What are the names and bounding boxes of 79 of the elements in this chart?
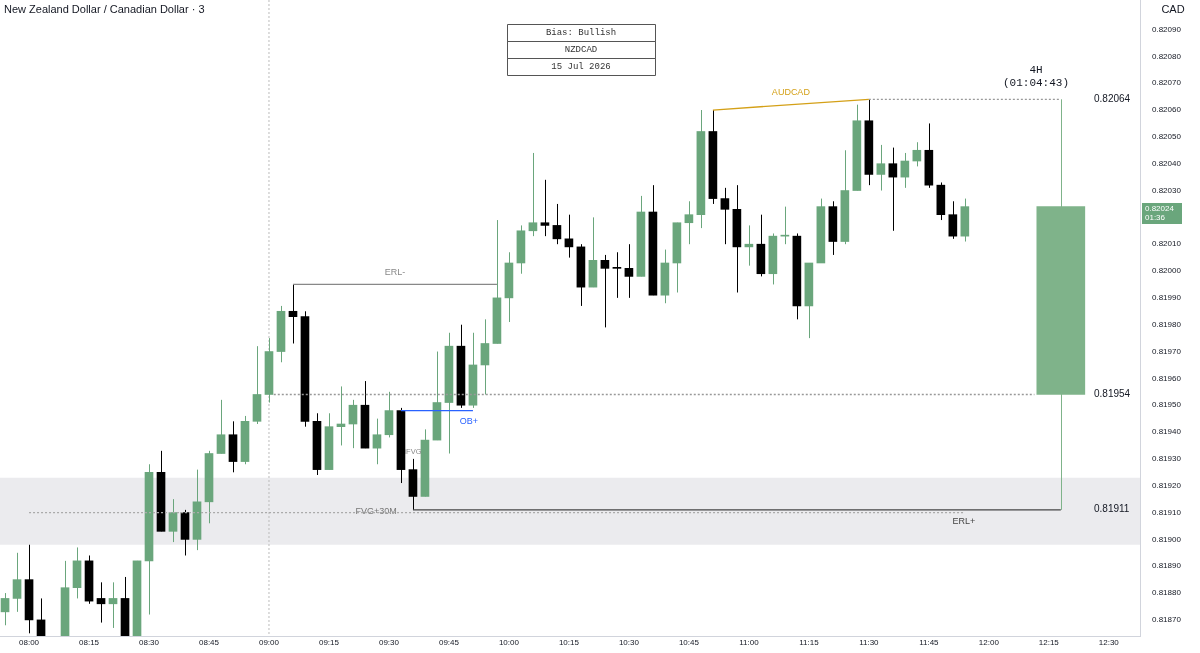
y-tick-label: 0.81880 <box>1152 588 1182 598</box>
x-tick-label: 10:00 <box>498 638 520 647</box>
candlestick <box>876 144 886 192</box>
annotation: Bias: Bullish <box>545 27 617 38</box>
y-tick-label: 0.81910 <box>1152 507 1182 517</box>
annotation: 0.81911 <box>1094 502 1130 514</box>
x-tick-label: 09:15 <box>318 638 340 647</box>
text: 0.82024 01:36 <box>1145 204 1175 223</box>
y-tick-label: 0.82080 <box>1152 51 1182 61</box>
candlestick <box>96 581 106 624</box>
chart-title: New Zealand Dollar / Canadian Dollar · 3 <box>4 3 205 16</box>
y-tick-label: 0.81870 <box>1152 615 1182 625</box>
x-tick-label: 09:00 <box>258 638 280 647</box>
y-tick-label: 0.81980 <box>1152 319 1182 329</box>
candlestick <box>720 187 730 245</box>
candlestick <box>36 597 46 637</box>
y-tick-label: 0.81930 <box>1152 454 1182 464</box>
candlestick <box>948 200 958 240</box>
x-tick-label: 10:45 <box>678 638 700 647</box>
x-tick-label: 08:00 <box>19 638 40 647</box>
candlestick <box>540 179 550 237</box>
x-tick-label: 09:45 <box>438 638 460 647</box>
annotation: 0.81954 <box>1094 387 1131 399</box>
x-tick-label: 10:30 <box>618 638 640 647</box>
y-tick-label: 0.82010 <box>1152 239 1182 249</box>
x-tick-label: 12:30 <box>1098 638 1120 647</box>
candlestick <box>624 243 634 299</box>
candlestick <box>684 200 694 245</box>
y-tick-label: 0.81890 <box>1152 561 1182 571</box>
x-tick-label: 08:15 <box>79 638 100 647</box>
y-tick-label: 0.82050 <box>1152 132 1182 142</box>
y-tick-label: 0.82070 <box>1152 78 1182 88</box>
y-tick-label: 0.82040 <box>1152 158 1182 168</box>
annotation: 4H <box>1029 63 1043 76</box>
candlestick <box>348 399 358 449</box>
y-tick-label: 0.81920 <box>1152 480 1182 490</box>
x-tick-label: 09:30 <box>378 638 400 647</box>
candlestick <box>12 552 22 613</box>
candlestick <box>372 418 382 465</box>
y-tick-label: 0.81990 <box>1152 293 1182 303</box>
annotation: 15 Jul 2026 <box>551 61 611 72</box>
candlestick <box>612 251 622 299</box>
y-tick-label: 0.81960 <box>1152 373 1182 383</box>
candlestick <box>108 581 118 629</box>
y-tick-label: 0.82090 <box>1152 24 1182 34</box>
candlestick <box>528 152 538 237</box>
y-tick-label: 0.81950 <box>1152 400 1182 410</box>
y-tick-label: 0.82030 <box>1152 185 1182 195</box>
candlestick <box>0 592 10 626</box>
x-tick-label: 08:30 <box>138 638 160 647</box>
annotation: 0.82064 <box>1094 92 1131 104</box>
x-tick-label: 12:00 <box>978 638 1000 647</box>
x-tick-label: 08:45 <box>198 638 220 647</box>
candlestick <box>552 203 562 245</box>
y-tick-label: 0.82060 <box>1152 105 1182 115</box>
candlestick <box>600 254 610 328</box>
series-label: ERL- <box>384 266 406 277</box>
annotation: (01:04:43) <box>1002 76 1070 89</box>
candlestick <box>888 147 898 232</box>
candlestick <box>168 498 178 543</box>
y-tick-label: 0.81900 <box>1152 534 1182 544</box>
x-tick-label: 11:45 <box>919 638 940 647</box>
candlestick <box>216 399 226 455</box>
x-tick-label: 11:00 <box>739 638 760 647</box>
series-label: ERL+ <box>952 516 976 527</box>
band-label: FVG+30M <box>355 505 397 516</box>
y-tick-label: 0.81970 <box>1152 346 1182 356</box>
x-tick-label: 11:30 <box>859 638 880 647</box>
x-tick-label: 11:15 <box>799 638 820 647</box>
candlestick <box>480 318 490 395</box>
y-axis-title: CAD <box>1161 3 1185 16</box>
series-label: OB+ <box>459 416 479 427</box>
x-tick-label: 12:15 <box>1038 638 1060 647</box>
y-tick-label: 0.81940 <box>1152 427 1182 437</box>
candlestick <box>288 283 298 344</box>
y-tick-label: 0.82000 <box>1152 266 1182 276</box>
annotation: NZDCAD <box>564 44 598 55</box>
series-label: AUDCAD <box>771 87 811 98</box>
x-tick-label: 10:15 <box>558 638 580 647</box>
